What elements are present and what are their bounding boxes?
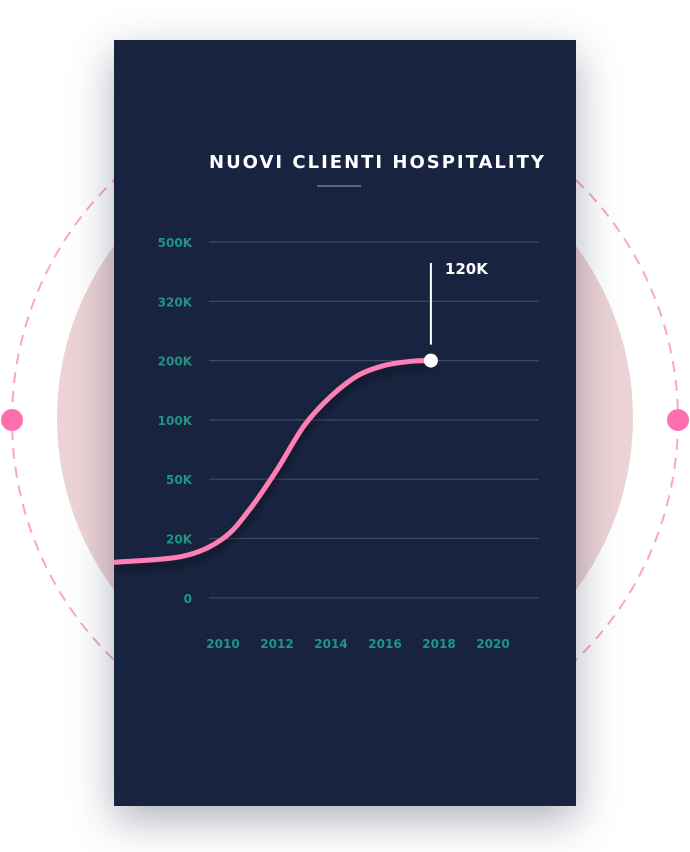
y-tick-label: 50K	[166, 473, 193, 487]
callout-label: 120K	[445, 260, 489, 278]
x-tick-label: 2010	[206, 637, 239, 651]
x-tick-label: 2014	[314, 637, 347, 651]
y-tick-label: 0	[184, 592, 192, 606]
y-tick-label: 320K	[158, 295, 193, 309]
data-point-marker	[423, 353, 438, 368]
y-tick-label: 200K	[158, 355, 193, 369]
x-tick-label: 2020	[476, 637, 509, 651]
grid-lines	[209, 241, 539, 599]
title-underline	[317, 185, 361, 187]
line-chart: 0 20K 50K 100K 200K 320K 500K 2010 2012 2014 2016…	[114, 236, 539, 651]
y-tick-label: 100K	[158, 414, 193, 428]
series-line	[114, 358, 434, 565]
annotation-layer: 120K	[423, 260, 489, 368]
y-axis-ticks: 0 20K 50K 100K 200K 320K 500K	[158, 236, 193, 606]
chart-title: NUOVI CLIENTI HOSPITALITY	[209, 152, 546, 173]
y-tick-label: 20K	[166, 533, 193, 547]
series-layer	[114, 358, 434, 565]
x-tick-label: 2016	[368, 637, 401, 651]
x-axis-ticks: 2010 2012 2014 2016 2018 2020	[206, 637, 509, 651]
x-tick-label: 2012	[260, 637, 293, 651]
orbit-dot-left	[1, 409, 23, 431]
x-tick-label: 2018	[422, 637, 455, 651]
orbit-dot-right	[667, 409, 689, 431]
y-tick-label: 500K	[158, 236, 193, 250]
chart-card: NUOVI CLIENTI HOSPITALITY 0 20K 50K 100K 200…	[114, 40, 576, 806]
